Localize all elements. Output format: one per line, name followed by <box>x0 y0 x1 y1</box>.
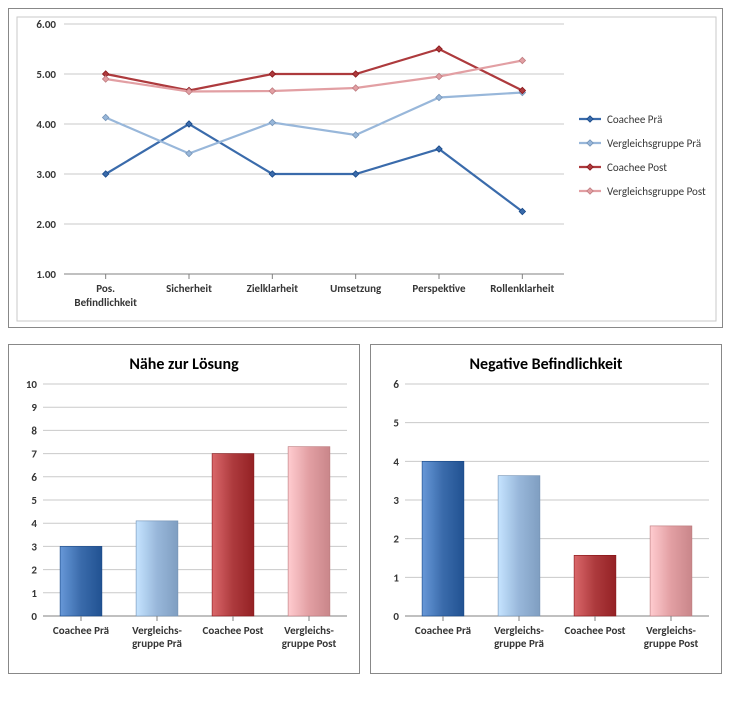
svg-text:Vergleichsgruppe Post: Vergleichsgruppe Post <box>607 185 706 198</box>
bar-right-title: Negative Befindlichkeit <box>371 345 721 374</box>
svg-text:Befindlichkeit: Befindlichkeit <box>74 296 137 309</box>
svg-text:gruppe Post: gruppe Post <box>644 637 699 650</box>
svg-text:1: 1 <box>31 587 37 600</box>
svg-text:9: 9 <box>31 401 37 414</box>
svg-text:5: 5 <box>31 494 37 507</box>
svg-text:4.00: 4.00 <box>36 118 56 131</box>
svg-text:8: 8 <box>31 424 37 437</box>
svg-text:Umsetzung: Umsetzung <box>330 282 382 295</box>
svg-text:Rollenklarheit: Rollenklarheit <box>490 282 554 295</box>
svg-text:Coachee Prä: Coachee Prä <box>607 113 662 126</box>
svg-text:6: 6 <box>31 471 37 484</box>
svg-text:Zielklarheit: Zielklarheit <box>247 282 299 295</box>
line-chart-svg: 1.00 2.00 3.00 4.00 5.00 6.00 Pos.Befindlichke… <box>9 9 724 329</box>
svg-text:gruppe Prä: gruppe Prä <box>494 637 544 650</box>
svg-text:2: 2 <box>393 533 399 546</box>
svg-text:0: 0 <box>31 610 37 623</box>
svg-text:Coachee Post: Coachee Post <box>203 624 264 637</box>
bar-chart-row: Nähe zur Lösung 012345678910Coachee PräV… <box>8 344 723 674</box>
svg-text:6: 6 <box>393 378 399 391</box>
svg-text:5: 5 <box>393 417 399 430</box>
svg-text:1: 1 <box>393 571 399 584</box>
svg-text:2.00: 2.00 <box>36 218 56 231</box>
bar-left-title: Nähe zur Lösung <box>9 345 359 374</box>
bar-left-panel: Nähe zur Lösung 0 1 2 3 4 5 6 7 8 9 10 Coachee Prä V… <box>8 344 360 674</box>
bar-right-svg: 0 1 2 3 4 5 6 Coachee Prä Vergleichs-gruppe Prä C… <box>371 374 723 664</box>
svg-text:0: 0 <box>393 610 399 623</box>
svg-text:Coachee Prä: Coachee Prä <box>53 624 109 637</box>
bar-right-panel: Negative Befindlichkeit 0 1 2 3 4 5 6 Coachee P… <box>370 344 722 674</box>
svg-text:Vergleichs-: Vergleichs- <box>284 624 334 637</box>
svg-text:3.00: 3.00 <box>36 168 56 181</box>
svg-text:Coachee Prä: Coachee Prä <box>415 624 471 637</box>
svg-text:Pos.: Pos. <box>96 282 115 295</box>
bar-left-svg: 0 1 2 3 4 5 6 7 8 9 10 Coachee Prä Vergleichs-gruppe… <box>9 374 361 664</box>
svg-text:2: 2 <box>31 564 37 577</box>
svg-text:3: 3 <box>31 540 37 553</box>
svg-text:6.00: 6.00 <box>36 18 56 31</box>
svg-text:Vergleichs-: Vergleichs- <box>646 624 696 637</box>
svg-text:Vergleichs-: Vergleichs- <box>494 624 544 637</box>
svg-text:4: 4 <box>393 455 399 468</box>
svg-text:Perspektive: Perspektive <box>412 282 466 295</box>
svg-text:4: 4 <box>31 517 37 530</box>
svg-text:Sicherheit: Sicherheit <box>166 282 212 295</box>
svg-text:Coachee Post: Coachee Post <box>565 624 626 637</box>
svg-text:gruppe Post: gruppe Post <box>282 637 337 650</box>
svg-text:5.00: 5.00 <box>36 68 56 81</box>
line-chart-panel: 1.00 2.00 3.00 4.00 5.00 6.00 Pos.Befindlichke… <box>8 8 723 328</box>
svg-text:Coachee Post: Coachee Post <box>607 161 667 174</box>
svg-text:1.00: 1.00 <box>36 268 56 281</box>
svg-text:Vergleichs-: Vergleichs- <box>132 624 182 637</box>
svg-text:gruppe Prä: gruppe Prä <box>132 637 182 650</box>
svg-text:10: 10 <box>26 378 38 391</box>
svg-text:7: 7 <box>31 448 37 461</box>
svg-text:Vergleichsgruppe Prä: Vergleichsgruppe Prä <box>607 137 701 150</box>
svg-text:3: 3 <box>393 494 399 507</box>
